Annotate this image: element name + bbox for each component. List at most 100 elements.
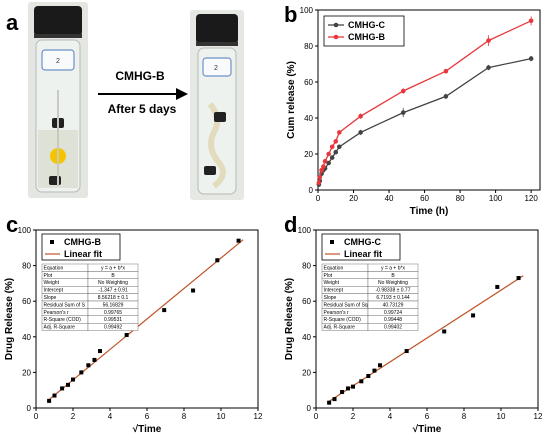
data-point-cmhg-b [236,238,241,243]
table-label-r-square-cod: R-Square (COD) [44,317,82,323]
y-tick-label: 60 [304,78,313,87]
panel-d: d 0 2 4 6 8 10 12 0 20 40 60 80 100 √Time Drug Release… [284,212,543,435]
legend-label-linear-fit: Linear fit [344,249,382,259]
data-point-cmhg-c [327,400,332,405]
data-point-cmhg-b [124,333,129,338]
data-point-cmhg-b [215,258,220,263]
y-tick-label: 40 [304,114,313,123]
table-label-r-square-cod: R-Square (COD) [324,317,362,323]
data-point-cmhg-b [443,68,449,74]
y-axis-title: Cum release (%) [286,61,297,139]
y-tick-label: 20 [302,368,311,377]
data-point-cmhg-b [191,288,196,293]
y-tick-label: 0 [309,186,314,195]
table-value-plot: B [111,273,115,279]
table-value-adj-r-square: 0.99492 [104,325,122,331]
y-axis-title: Drug Release (%) [284,278,295,360]
panel-a: a 2 2 CMHG [6,2,244,200]
table-label-plot: Plot [324,273,333,279]
data-point-cmhg-b [86,363,91,368]
panel-letter-b: b [284,2,297,27]
arrow-title: CMHG-B [115,69,165,83]
panel-letter-d: d [284,212,297,237]
data-point-cmhg-c [351,384,355,389]
data-point-cmhg-c [495,284,500,289]
table-value-equation: y = a + b*x [381,265,405,271]
data-point-cmhg-c [378,363,383,368]
y-tick-label: 0 [27,404,32,413]
legend: CMHG-B Linear fit [41,233,121,261]
table-value-plot: B [391,273,395,279]
data-point-cmhg-b [358,113,363,119]
data-point-cmhg-b [400,88,406,94]
data-point-cmhg-b [486,38,491,43]
x-tick-label: 100 [489,194,503,203]
table-value-adj-r-square: 0.99402 [384,325,402,331]
data-point-cmhg-c [442,329,447,334]
table-value-pearson-s-r: 0.99724 [384,310,402,316]
legend-box [323,15,405,47]
x-axis-title: Time (h) [410,206,449,217]
panel-b: b 0 20 40 60 80 100 120 0 20 40 60 80 100 Time (h) Cum… [284,2,541,217]
y-tick-label: 40 [302,333,311,342]
data-point-cmhg-b [92,357,97,362]
y-tick-label: 60 [302,297,311,306]
legend-label-cmhg-b: CMHG-B [64,237,101,247]
y-tick-label: 80 [22,262,31,271]
table-value-residual-sum-of-sq: 40.73129 [383,302,404,308]
data-point-cmhg-b [326,151,331,157]
data-point-cmhg-c [443,94,449,99]
data-point-cmhg-c [359,379,364,384]
y-tick-label: 100 [298,226,312,235]
x-tick-label: 0 [34,412,39,421]
x-tick-label: 60 [420,194,429,203]
x-tick-label: 6 [425,412,430,421]
data-point-cmhg-c [329,155,335,160]
data-point-cmhg-c [340,389,345,394]
table-label-pearson-s-r: Pearson's r [44,310,69,316]
data-point-cmhg-b [98,349,103,354]
y-tick-label: 0 [307,404,312,413]
table-value-pearson-s-r: 0.99765 [104,310,122,316]
panel-letter-c: c [6,212,18,237]
x-tick-label: 4 [388,412,393,421]
x-tick-label: 8 [182,412,187,421]
x-tick-label: 4 [108,412,113,421]
data-point-cmhg-b [60,386,65,391]
legend-marker-cmhg-b [333,34,339,40]
x-axis-title: √Time [413,424,442,435]
x-tick-label: 2 [71,412,76,421]
data-point-cmhg-b [329,144,335,150]
x-tick-label: 0 [316,194,321,203]
legend: CMHG-C Linear fit [321,233,401,261]
y-axis-title: Drug Release (%) [4,278,15,360]
table-label-intercept: Intercept [44,288,64,294]
data-point-cmhg-b [71,377,75,382]
table-label-weight: Weight [324,280,340,286]
vial-label-left: 2 [56,58,60,65]
data-point-cmhg-c [486,65,491,70]
table-value-equation: y = a + b*x [101,265,125,271]
data-point-cmhg-c [326,160,331,166]
data-point-cmhg-c [372,368,377,373]
legend: CMHG-C CMHG-B [323,15,405,47]
table-cell [87,323,139,331]
series-line-cmhg-c [318,57,532,185]
legend-marker-cmhg-b [50,240,54,244]
data-point-cmhg-b [47,398,52,403]
legend-label-linear-fit: Linear fit [64,249,102,259]
data-point-cmhg-b [52,393,57,398]
arrow-subtitle: After 5 days [108,102,177,116]
table-value-r-square-cod: 0.99448 [384,317,402,323]
data-point-cmhg-c [516,276,521,281]
x-tick-label: 80 [456,194,465,203]
data-point-cmhg-c [358,130,363,135]
table-label-residual-sum-of-sq: Residual Sum of Sq [324,302,368,308]
table-label-adj-r-square: Adj. R-Square [324,325,356,331]
vial-photo-right: 2 [190,10,244,200]
data-point-cmhg-c [400,110,406,115]
data-point-cmhg-c [346,386,351,391]
vial-label-right: 2 [214,65,218,72]
data-point-cmhg-b [321,164,326,169]
legend-box [321,233,401,261]
